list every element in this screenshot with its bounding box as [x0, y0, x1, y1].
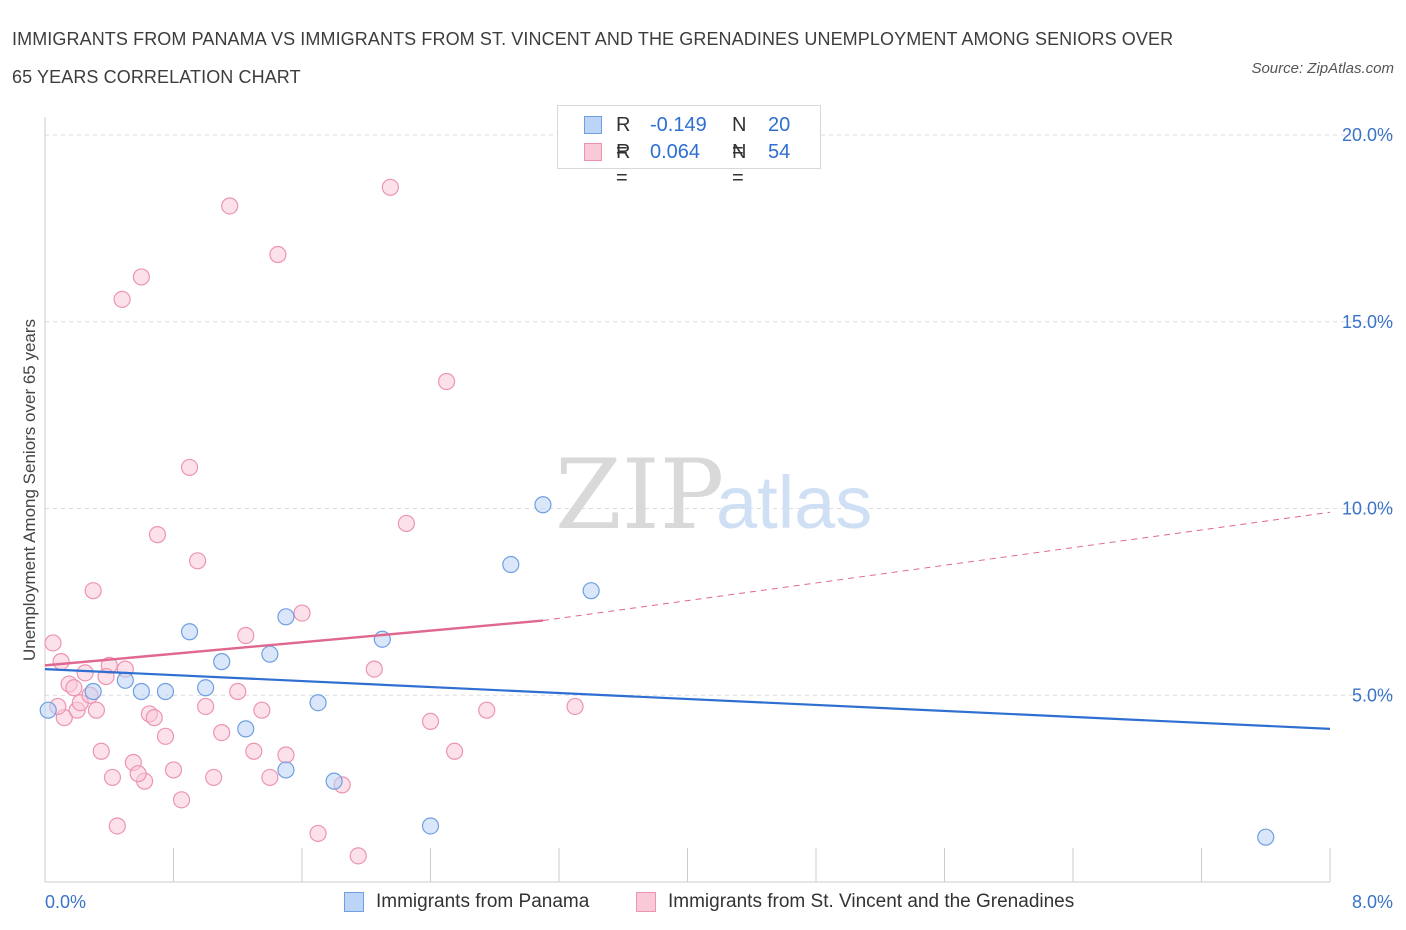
watermark-atlas: atlas: [716, 461, 872, 544]
svg-point: [437, 372, 456, 391]
svg-point: [145, 709, 163, 727]
panama-point: [582, 582, 600, 600]
svg-trend-line: [44, 619, 544, 667]
watermark-zip: ZIP: [555, 439, 724, 551]
panama-point: [116, 671, 134, 689]
svg-point: [381, 178, 399, 196]
svg-point: [188, 552, 207, 570]
panama-point: [237, 720, 255, 738]
chart-title: IMMIGRANTS FROM PANAMA VS IMMIGRANTS FRO…: [12, 29, 1174, 87]
panama-point: [132, 682, 150, 701]
panama-point: [197, 679, 215, 697]
svg-point: [253, 701, 271, 719]
legend-label: Immigrants from St. Vincent and the Gren…: [668, 891, 1075, 912]
svg-point: [76, 664, 94, 682]
panama-point: [421, 817, 440, 835]
svg-swatch-icon: [584, 143, 602, 161]
n-label: N =: [732, 141, 747, 189]
svg-point: [92, 742, 110, 760]
svg-point: [421, 712, 440, 730]
svg-point: [132, 268, 150, 286]
n-value: 20: [768, 114, 791, 136]
panama-swatch-icon: [584, 116, 602, 134]
svg-point: [261, 768, 279, 787]
panama-point: [277, 761, 295, 779]
svg-point: [172, 791, 191, 809]
svg-point: [269, 245, 287, 264]
panama-point: [84, 682, 102, 701]
svg-point: [52, 653, 70, 671]
svg-point: [349, 847, 367, 865]
svg-point: [87, 701, 106, 719]
watermark: ZIP atlas: [555, 439, 872, 551]
panama-swatch-icon: [344, 892, 364, 912]
axes: [44, 117, 1331, 883]
svg-point: [229, 682, 247, 701]
svg-point: [148, 526, 167, 544]
y-tick-label: 15.0%: [1342, 312, 1393, 332]
panama-point: [309, 694, 327, 712]
r-label: R =: [616, 141, 631, 189]
svg-point: [113, 290, 131, 308]
svg-point: [293, 604, 311, 622]
svg-point: [164, 761, 183, 779]
svg-point: [365, 660, 383, 678]
tick-labels: 5.0% 10.0% 15.0% 20.0% 0.0% 8.0%: [45, 125, 1393, 912]
r-label: R =: [616, 114, 631, 162]
svg-point: [445, 742, 464, 760]
panama-point: [213, 653, 231, 671]
svg-point: [478, 701, 496, 719]
panama-point: [261, 645, 279, 663]
panama-point: [534, 496, 552, 514]
svg-point: [397, 514, 416, 533]
svg-point: [205, 768, 223, 787]
n-value: 54: [768, 141, 791, 163]
svg-point: [221, 197, 239, 215]
svg-point: [108, 817, 126, 835]
svg-trend-extension: [542, 511, 1331, 622]
source-note: Source: ZipAtlas.com: [1251, 60, 1394, 77]
x-tick-label: 8.0%: [1352, 892, 1393, 912]
trend-lines: [44, 511, 1331, 730]
x-tick-label: 0.0%: [45, 892, 86, 912]
svg-point: [44, 634, 62, 652]
y-tick-label: 5.0%: [1352, 685, 1393, 705]
panama-point: [1257, 828, 1275, 846]
svg-point: [213, 723, 231, 742]
panama-point: [277, 608, 295, 626]
svg-point: [277, 746, 295, 764]
svg-point: [180, 458, 199, 477]
data-points: [39, 178, 1275, 865]
y-tick-label: 20.0%: [1342, 125, 1393, 145]
svg-point: [103, 768, 122, 787]
svg-point: [197, 697, 215, 716]
svg-point: [156, 727, 175, 745]
legend-label: Immigrants from Panama: [376, 891, 590, 912]
panama-point: [180, 623, 199, 641]
svg-swatch-icon: [636, 892, 656, 912]
svg-point: [129, 765, 147, 783]
panama-point: [39, 701, 57, 719]
grid-lines: [45, 134, 1395, 696]
y-axis-label: Unemployment Among Seniors over 65 years: [20, 318, 39, 662]
panama-point: [502, 555, 520, 574]
panama-point: [325, 772, 343, 790]
chart-legend: Immigrants from Panama Immigrants from S…: [0, 888, 1406, 918]
svg-point: [84, 582, 102, 600]
svg-point: [245, 742, 263, 760]
r-value: -0.149: [650, 114, 707, 136]
svg-point: [309, 824, 327, 843]
r-value: 0.064: [650, 141, 701, 163]
n-label: N =: [732, 114, 747, 162]
svg-point: [566, 697, 584, 716]
svg-point: [65, 679, 83, 697]
svg-point: [237, 626, 255, 645]
panama-trend-line: [44, 668, 1331, 730]
panama-point: [156, 682, 175, 701]
y-tick-label: 10.0%: [1342, 499, 1393, 519]
correlation-stats-box: R = -0.149 N = 20 R = 0.064 N = 54: [557, 105, 821, 189]
